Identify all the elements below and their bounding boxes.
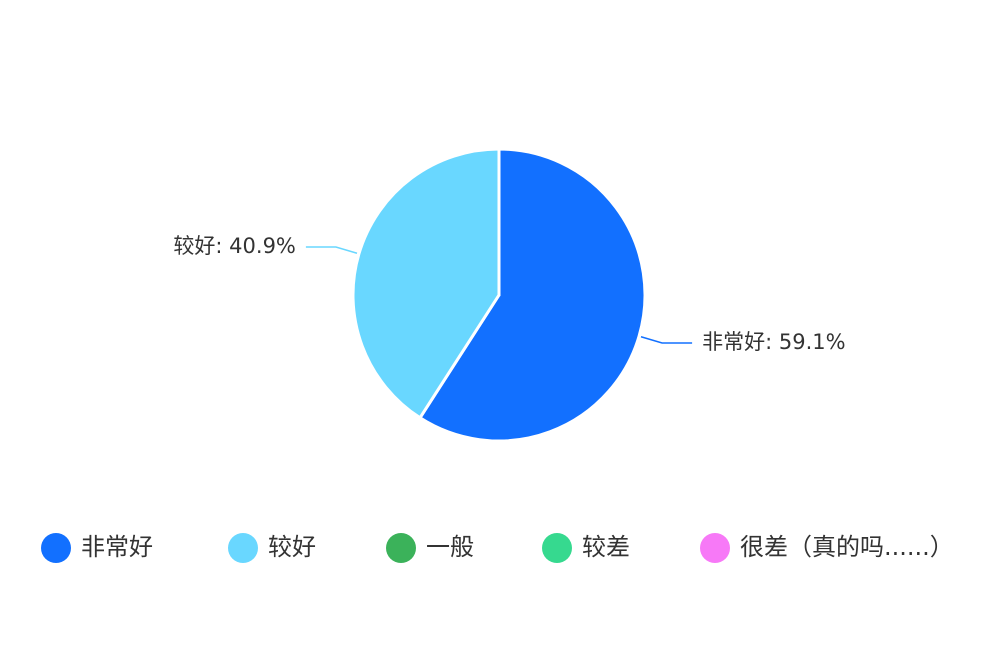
data-label: 非常好: 59.1% xyxy=(702,330,845,354)
legend-label: 非常好 xyxy=(81,533,153,561)
legend-marker xyxy=(41,533,71,563)
legend-marker xyxy=(386,533,416,563)
legend-marker xyxy=(228,533,258,563)
label-leader xyxy=(305,246,358,254)
legend-label: 一般 xyxy=(426,533,474,561)
legend-label: 较差 xyxy=(582,533,630,561)
label-leader xyxy=(640,336,693,344)
legend-marker xyxy=(700,533,730,563)
data-label: 较好: 40.9% xyxy=(173,234,295,258)
pie-slice xyxy=(418,147,647,443)
legend-label: 很差（真的吗......） xyxy=(740,533,954,561)
legend-marker xyxy=(542,533,572,563)
legend-label: 较好 xyxy=(268,533,316,561)
pie-slice xyxy=(351,147,501,420)
